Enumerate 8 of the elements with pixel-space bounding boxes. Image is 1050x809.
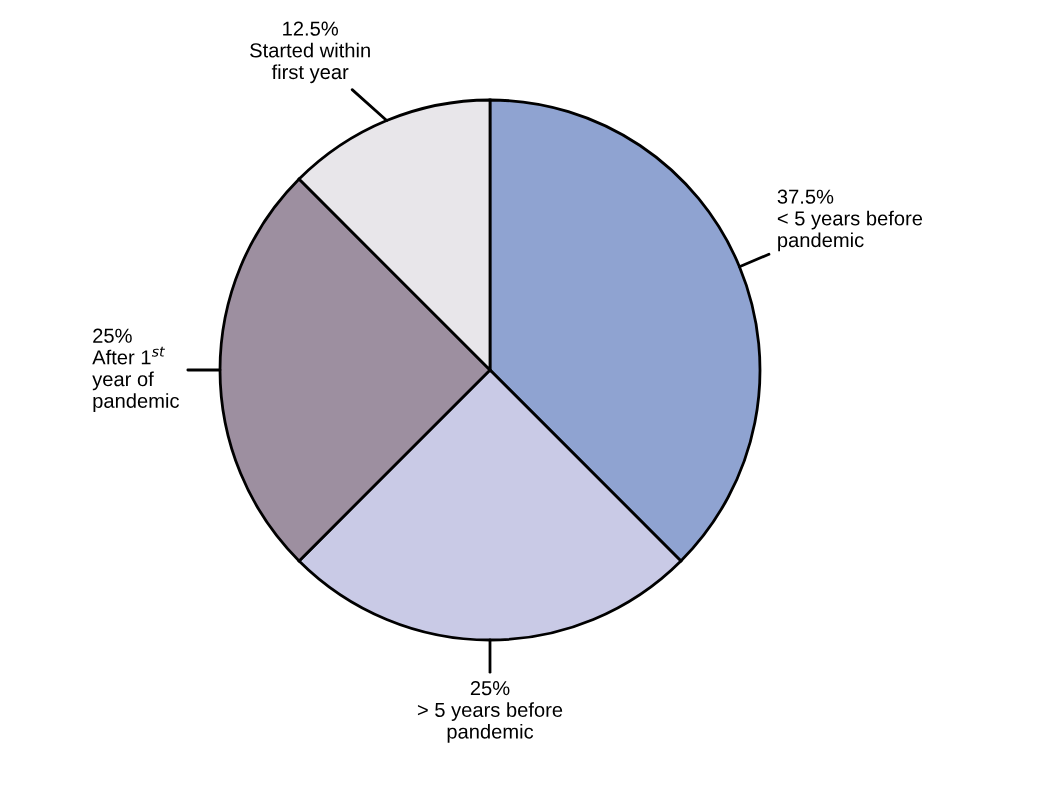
data-label: 25% bbox=[470, 681, 510, 696]
data-label: 37.5% bbox=[777, 189, 834, 204]
slice-label: After 1$^{st}$ year of pandemic bbox=[92, 346, 179, 412]
data-label: 25% bbox=[93, 328, 132, 343]
slice-label: < 5 years before pandemic bbox=[777, 210, 923, 252]
slice-label: Started within first year bbox=[250, 42, 370, 84]
slice-label: > 5 years before pandemic bbox=[417, 702, 563, 743]
data-label: 12.5% bbox=[283, 21, 339, 36]
